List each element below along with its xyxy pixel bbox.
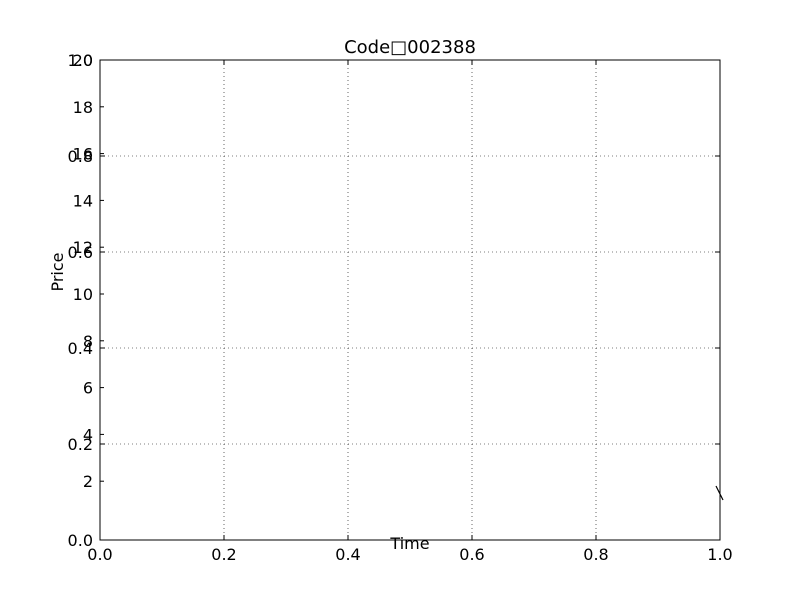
y-secondary-tick-label: 18 (73, 98, 93, 117)
y-secondary-tick-label: 10 (73, 285, 93, 304)
clipped-line-mark (715, 485, 724, 501)
grid-lines (100, 60, 720, 540)
y-secondary-tick-label: 4 (83, 425, 93, 444)
x-tick-label: 0.8 (583, 545, 608, 564)
chart-title: Code□002388 (344, 37, 476, 58)
y-secondary-tick-label: 20 (73, 51, 93, 70)
y-secondary-tick-label: 6 (83, 379, 93, 398)
y-primary-tick-label: 0.8 (68, 147, 93, 166)
y-primary-tick-label: 0.2 (68, 435, 93, 454)
y-axis-label: Price (48, 252, 67, 291)
x-axis-ticks: 0.0 0.2 0.4 0.6 0.8 1.0 (87, 60, 733, 564)
x-tick-label: 0.4 (335, 545, 360, 564)
y-primary-tick-label: 0.6 (68, 243, 93, 262)
x-tick-label: 0.2 (211, 545, 236, 564)
y-primary-tick-label: 1.0 (68, 51, 93, 70)
y-secondary-tick-label: 16 (73, 145, 93, 164)
x-axis-label: Time (389, 534, 429, 553)
plot-frame (99, 59, 721, 541)
x-tick-label: 0.6 (459, 545, 484, 564)
y-primary-tick-label: 0.4 (68, 339, 93, 358)
y-secondary-tick-label: 14 (73, 191, 93, 210)
y-secondary-tick-label: 2 (83, 472, 93, 491)
y-axis-primary-ticks: 0.0 0.2 0.4 0.6 0.8 1.0 (68, 51, 720, 550)
y-secondary-tick-label: 12 (73, 238, 93, 257)
y-axis-secondary-ticks: 2 4 6 8 10 12 14 16 18 20 (73, 51, 104, 491)
x-tick-label: 0.0 (87, 545, 112, 564)
y-primary-tick-label: 0.0 (68, 531, 93, 550)
y-secondary-tick-label: 8 (83, 332, 93, 351)
x-tick-label: 1.0 (707, 545, 732, 564)
